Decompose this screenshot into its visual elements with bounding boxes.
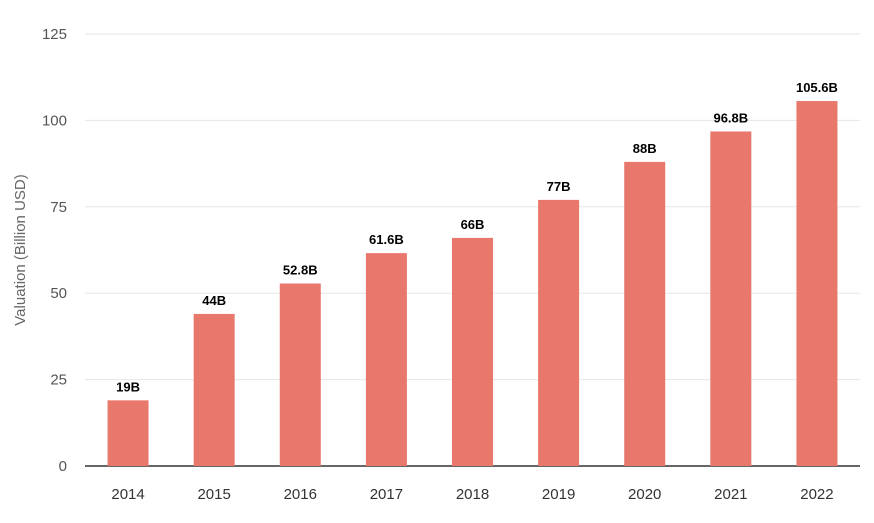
bar-2014 [107,400,149,466]
bar-2015 [193,313,235,466]
data-label-2021: 96.8B [713,110,748,125]
data-label-2015: 44B [202,293,226,308]
data-label-2017: 61.6B [369,232,404,247]
x-tick-label-2021: 2021 [714,486,747,503]
x-tick-label-2015: 2015 [197,486,230,503]
labels-layer: 0 25 50 75 100 125 19B 2014 44B 2015 52.8B 2016 61.6… [42,26,838,503]
y-tick-label: 100 [42,112,67,129]
y-axis-title: Valuation (Billion USD) [12,174,29,325]
bar-2016 [279,283,321,466]
data-label-2016: 52.8B [283,263,318,278]
data-label-2022: 105.6B [796,80,838,95]
data-label-2020: 88B [633,141,657,156]
x-tick-label-2020: 2020 [628,486,661,503]
bar-2017 [365,253,407,466]
y-tick-label: 50 [50,285,67,302]
x-tick-label-2019: 2019 [542,486,575,503]
x-tick-label-2017: 2017 [370,486,403,503]
data-label-2014: 19B [116,379,140,394]
bar-2020 [624,161,666,466]
x-tick-label-2018: 2018 [456,486,489,503]
x-tick-label-2014: 2014 [111,486,144,503]
y-tick-label: 25 [50,372,67,389]
y-tick-label: 0 [59,458,67,475]
x-tick-label-2016: 2016 [284,486,317,503]
y-tick-label: 125 [42,26,67,43]
x-tick-label-2022: 2022 [800,486,833,503]
data-label-2019: 77B [547,179,571,194]
y-tick-label: 75 [50,199,67,216]
bar-2018 [452,237,493,466]
bars-layer [107,101,838,467]
bar-2022 [796,101,838,467]
data-label-2018: 66B [461,217,485,232]
bar-2019 [538,199,580,466]
bar-2021 [710,131,752,466]
